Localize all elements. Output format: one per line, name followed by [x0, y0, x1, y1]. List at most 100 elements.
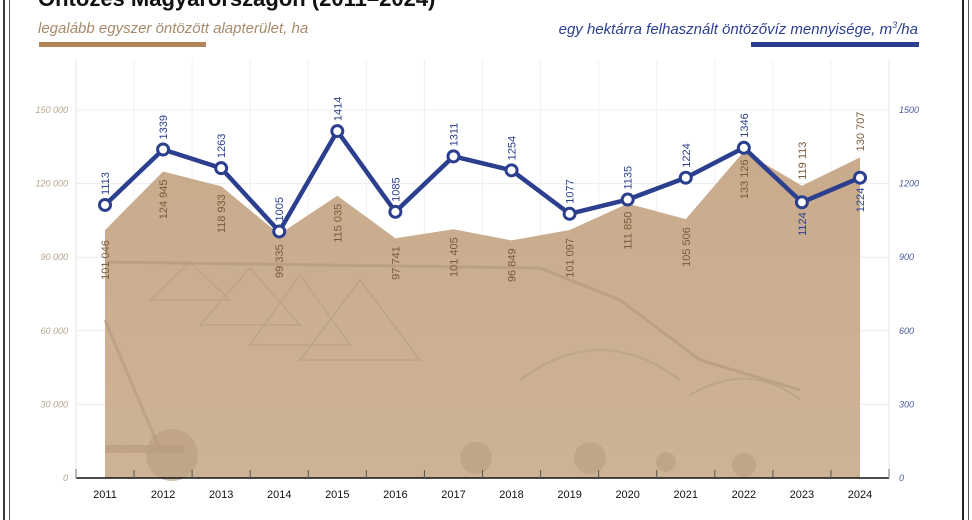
area-data-label: 101 046: [100, 240, 112, 280]
x-tick-label: 2016: [383, 489, 407, 501]
legend-line-label-sup: 3: [892, 20, 898, 30]
y-left-tick-label: 120 000: [35, 179, 68, 189]
irrigation-strut: [103, 319, 162, 451]
y-left-tick-label: 90 000: [40, 252, 68, 262]
x-tick-label: 2024: [848, 489, 872, 501]
line-marker: [388, 204, 403, 219]
line-data-label: 1254: [507, 136, 519, 160]
line-marker: [620, 192, 635, 207]
x-tick-label: 2023: [790, 489, 814, 501]
y-left-tick-label: 30 000: [40, 399, 68, 409]
line-data-label: 1414: [332, 97, 344, 121]
frame-border-right-inner: [968, 0, 969, 520]
x-tick-label: 2017: [441, 489, 465, 501]
irrigation-photo-overlay: [103, 260, 801, 481]
line-marker: [214, 161, 229, 176]
line-data-label: 1224: [855, 188, 867, 212]
irrigation-arch: [519, 349, 801, 401]
y-left-tick-label: 150 000: [35, 105, 68, 115]
x-tick-label: 2011: [93, 489, 117, 501]
area-data-label: 111 850: [623, 212, 635, 250]
line-data-label: 1077: [565, 179, 577, 203]
legend-line-label: egy hektárra felhasznált öntözővíz menny…: [559, 20, 918, 38]
area-data-label: 115 035: [332, 204, 344, 243]
line-series: [98, 124, 867, 239]
area-data-label: 97 741: [390, 246, 402, 280]
line-marker: [156, 142, 171, 157]
line-marker: [853, 170, 867, 185]
y-tick-labels: 0 30 000 60 000 90 000 120 000 150 000 0 300 600…: [35, 105, 919, 483]
line-data-label: 1346: [739, 113, 751, 137]
line-marker: [794, 195, 809, 210]
irrigation-wheel: [146, 429, 198, 481]
line-marker: [272, 224, 287, 239]
area-data-label: 101 405: [448, 237, 460, 277]
x-tick-label: 2015: [325, 489, 349, 501]
legend-area-label: legalább egyszer öntözött alapterület, h…: [38, 20, 309, 37]
area-data-label: 99 335: [274, 244, 286, 278]
x-tick-label: 2013: [209, 489, 233, 501]
irrigation-wheel: [460, 442, 492, 474]
irrigation-wheel: [574, 442, 606, 474]
area-data-label: 119 113: [797, 142, 809, 180]
line-marker: [98, 197, 112, 212]
line-data-label: 1135: [623, 166, 635, 190]
irrigation-pipe: [104, 260, 801, 392]
y-right-tick-label: 0: [899, 473, 904, 483]
y-right-tick-label: 600: [899, 326, 914, 336]
legend-line-swatch: [751, 42, 919, 47]
irrigation-truss: [148, 260, 422, 361]
x-tick-labels: 2011 2012 2013 2014 2015 2016 2017 2018 2019 2020…: [93, 489, 872, 501]
irrigation-wheel: [732, 453, 756, 477]
frame-border-left: [3, 0, 5, 520]
line-marker: [504, 163, 519, 178]
line-data-label: 1005: [274, 197, 286, 221]
area-data-label: 101 097: [565, 238, 577, 278]
legend-line-label-tail: /ha: [897, 21, 918, 38]
data-labels: 1113 1339 1263 1005 1414 1085 1311 1254 1077 1135…: [100, 97, 867, 282]
area-fill: [105, 151, 860, 478]
irrigation-base: [105, 445, 185, 453]
x-tick-label: 2019: [557, 489, 581, 501]
line-data-label: 1124: [797, 212, 809, 236]
legend-line-label-main: egy hektárra felhasznált öntözővíz menny…: [558, 21, 893, 38]
area-data-label: 96 849: [507, 248, 519, 282]
y-right-tick-label: 1500: [899, 105, 919, 115]
line-data-label: 1311: [448, 123, 460, 147]
legend-area-swatch: [39, 42, 206, 47]
y-right-tick-label: 1200: [899, 179, 919, 189]
x-tick-label: 2020: [615, 489, 639, 501]
line-marker: [330, 124, 345, 139]
x-tick-label: 2022: [732, 489, 756, 501]
irrigation-wheel: [656, 452, 676, 472]
line-marker: [562, 206, 577, 221]
frame-border-right: [962, 0, 964, 520]
x-tick-label: 2021: [674, 489, 698, 501]
line-data-label: 1113: [100, 172, 112, 195]
chart-title: Öntözés Magyarországon (2011–2024): [38, 0, 435, 12]
x-tick-label: 2018: [499, 489, 523, 501]
y-right-tick-label: 900: [899, 252, 914, 262]
x-tick-label: 2012: [151, 489, 175, 501]
line-path: [103, 128, 861, 234]
line-data-label: 1339: [158, 115, 170, 139]
y-left-tick-label: 60 000: [40, 326, 68, 336]
area-data-label: 118 933: [216, 194, 228, 233]
line-data-label: 1224: [681, 143, 693, 167]
line-marker: [678, 170, 693, 185]
area-data-label: 130 707: [855, 112, 867, 152]
frame-border-left-inner: [9, 0, 10, 520]
y-left-tick-label: 0: [63, 473, 68, 483]
line-data-label: 1263: [216, 134, 228, 158]
line-marker: [446, 149, 461, 164]
y-right-tick-label: 300: [899, 399, 914, 409]
area-data-label: 105 506: [681, 227, 693, 267]
area-series: [105, 151, 860, 478]
axes: [75, 60, 890, 479]
area-data-label: 124 945: [158, 179, 170, 219]
line-marker: [736, 140, 751, 155]
area-data-label: 133 126: [739, 159, 751, 199]
x-tick-label: 2014: [267, 489, 291, 501]
line-data-label: 1085: [390, 177, 402, 201]
